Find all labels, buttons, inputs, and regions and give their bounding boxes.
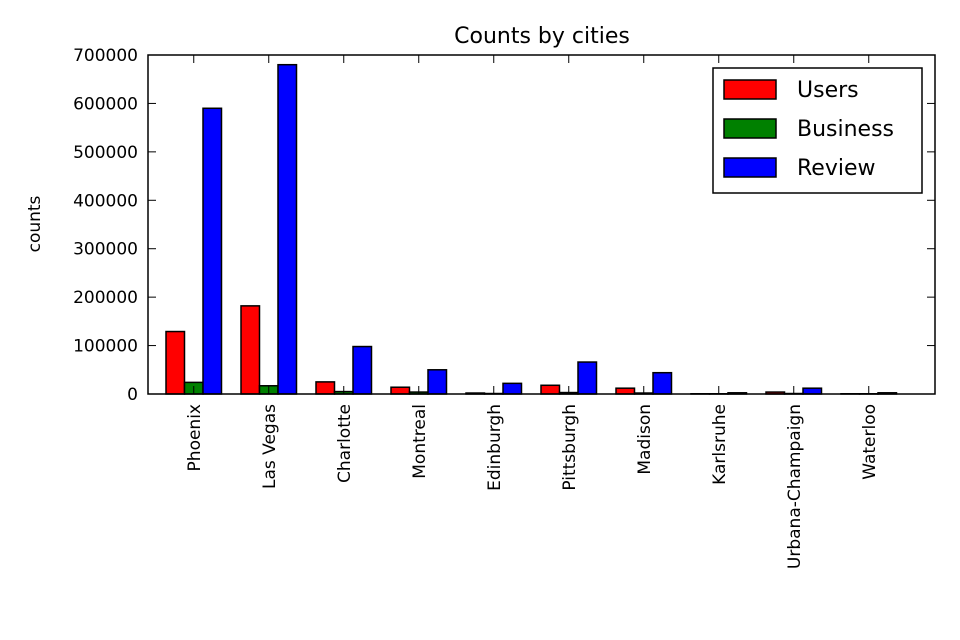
y-tick-label: 200000 — [73, 288, 138, 308]
y-tick-label: 500000 — [73, 143, 138, 163]
y-axis-label: counts — [25, 195, 45, 252]
y-tick-label: 100000 — [73, 337, 138, 357]
bar-review-urbana-champaign — [802, 387, 823, 395]
bar-review-charlotte — [352, 345, 373, 395]
x-tick-label-phoenix: Phoenix — [185, 404, 205, 471]
bar-review-montreal — [427, 369, 448, 395]
y-tick-label: 0 — [127, 385, 138, 405]
bar-review-pittsburgh — [577, 361, 598, 395]
legend-swatch-users — [723, 79, 777, 100]
bar-users-montreal — [390, 386, 411, 395]
x-tick-label-urbana-champaign: Urbana-Champaign — [785, 404, 805, 569]
bar-users-charlotte — [315, 381, 336, 395]
y-tick-label: 300000 — [73, 240, 138, 260]
chart-title: Counts by cities — [454, 24, 630, 49]
x-tick-label-waterloo: Waterloo — [860, 404, 880, 480]
bar-review-las-vegas — [277, 63, 298, 395]
legend: Users Business Review — [712, 67, 923, 194]
bar-review-madison — [652, 371, 673, 395]
x-tick-label-madison: Madison — [635, 404, 655, 475]
bar-users-las-vegas — [240, 305, 261, 395]
y-tick-label: 400000 — [73, 191, 138, 211]
ticks-layer: 0 100000 200000 300000 400000 500000 600000 700… — [73, 46, 935, 569]
x-tick-label-edinburgh: Edinburgh — [485, 404, 505, 491]
plot-area-frame — [147, 54, 936, 395]
y-tick-label: 700000 — [73, 46, 138, 66]
legend-label-business: Business — [797, 117, 894, 142]
bar-review-edinburgh — [502, 382, 523, 395]
bar-users-pittsburgh — [540, 384, 561, 395]
bar-users-phoenix — [165, 330, 186, 395]
x-tick-label-las-vegas: Las Vegas — [260, 404, 280, 489]
bar-review-phoenix — [202, 107, 223, 395]
bar-users-madison — [615, 387, 636, 395]
x-tick-label-montreal: Montreal — [410, 404, 430, 479]
legend-swatch-review — [723, 157, 777, 178]
legend-label-users: Users — [797, 78, 859, 103]
y-tick-label: 600000 — [73, 94, 138, 114]
x-tick-label-karlsruhe: Karlsruhe — [710, 404, 730, 485]
legend-swatch-business — [723, 118, 777, 139]
x-tick-label-pittsburgh: Pittsburgh — [560, 404, 580, 491]
legend-label-review: Review — [797, 156, 876, 181]
x-tick-label-charlotte: Charlotte — [335, 404, 355, 483]
